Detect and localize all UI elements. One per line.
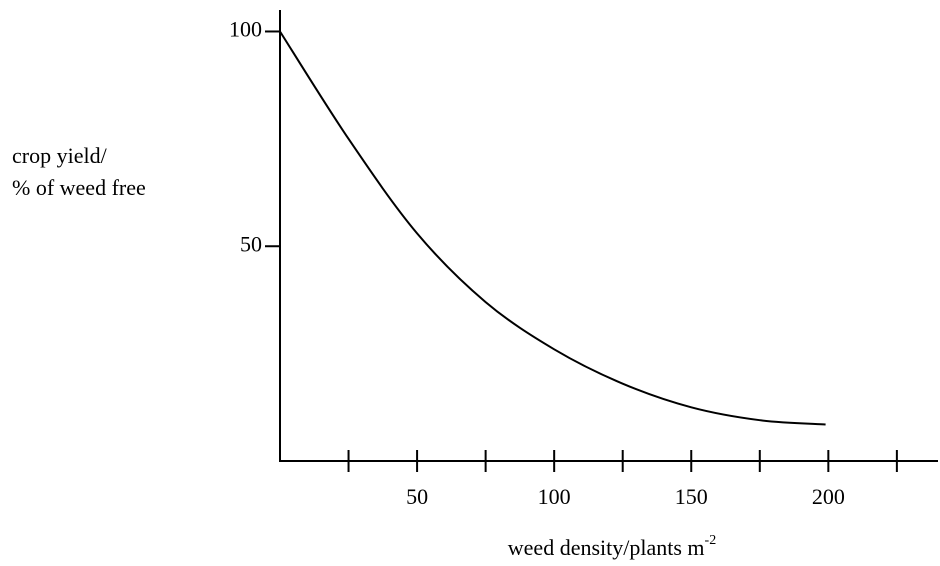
y-axis-label: % of weed free bbox=[12, 175, 146, 200]
y-tick-label: 50 bbox=[240, 231, 262, 256]
x-tick-label: 50 bbox=[406, 484, 428, 509]
x-tick-label: 200 bbox=[812, 484, 845, 509]
x-tick-label: 100 bbox=[538, 484, 571, 509]
x-axis-label: weed density/plants m-2 bbox=[508, 533, 716, 560]
y-axis-label: crop yield/ bbox=[12, 143, 108, 168]
x-tick-label: 150 bbox=[675, 484, 708, 509]
curve bbox=[279, 30, 826, 426]
y-tick-label: 100 bbox=[229, 17, 262, 42]
x-axis-label-superscript: -2 bbox=[705, 533, 717, 548]
x-axis-label-text: weed density/plants m bbox=[508, 535, 705, 560]
